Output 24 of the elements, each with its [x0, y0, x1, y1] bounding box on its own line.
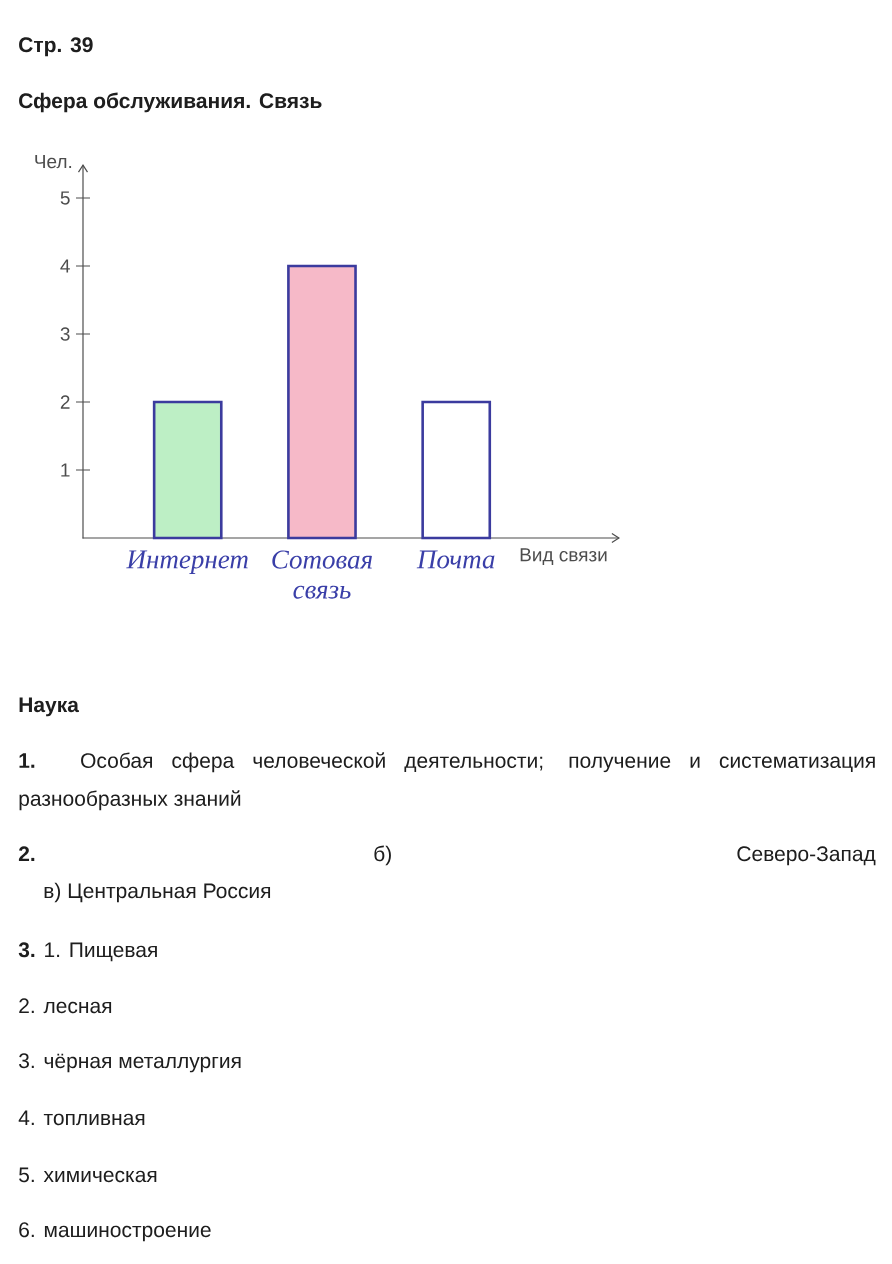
- y-tick-label: 5: [60, 191, 70, 205]
- text: Стр. 39: [19, 37, 93, 57]
- y-axis-title: Чел.: [35, 154, 72, 169]
- text: 3. 1. Пищевая: [18, 942, 157, 962]
- text: в) Центральная Россия: [44, 882, 271, 903]
- x-tick-label: Сотовая связь: [272, 550, 372, 599]
- text: 1. Особая сфера человеческой деятельности; получение и систематизация разнообразных знаний: [19, 752, 875, 811]
- text: 4. топливная: [18, 1110, 145, 1126]
- x-axis-title: Вид связи: [520, 548, 607, 566]
- y-tick-label: 1: [61, 463, 70, 477]
- text: 2. лесная: [19, 998, 112, 1014]
- text: 5. химическая: [19, 1167, 157, 1183]
- text: 6. машиностроение: [19, 1222, 211, 1242]
- chart-title: Сфера обслуживания. Связь: [19, 92, 322, 113]
- text: Северо-Запад: [737, 846, 876, 866]
- text: 3. чёрная металлургия: [19, 1053, 241, 1073]
- text: 2.: [18, 846, 35, 862]
- text: б): [374, 845, 391, 866]
- x-tick-label: Интернет: [126, 550, 248, 574]
- text: Наука: [19, 697, 80, 717]
- x-tick-label: Почта: [416, 550, 495, 569]
- y-tick-label: 3: [60, 327, 70, 341]
- y-tick-label: 2: [60, 395, 70, 409]
- y-tick-label: 4: [60, 259, 70, 273]
